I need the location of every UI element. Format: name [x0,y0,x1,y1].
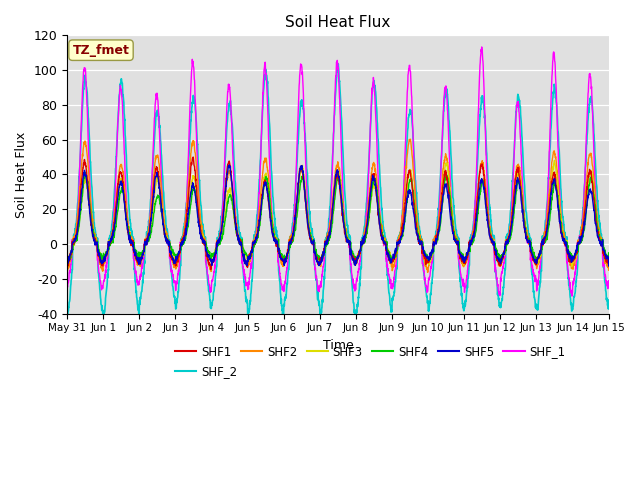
SHF4 [63,256,71,262]
SHF3 [605,257,612,263]
SHF2 [496,261,504,266]
SHF2 [424,269,431,275]
Line: SHF3: SHF3 [67,160,609,266]
SHF4 [557,223,565,228]
SHF5 [214,238,222,244]
SHF1 [189,154,197,160]
SHF_1 [572,259,580,264]
SHF_1 [214,240,222,245]
SHF2 [557,216,565,222]
Title: Soil Heat Flux: Soil Heat Flux [285,15,390,30]
SHF1 [207,266,214,272]
SHF_1 [63,285,71,291]
SHF3 [495,256,503,262]
Line: SHF4: SHF4 [67,173,609,262]
SHF4 [365,210,373,216]
SHF_1 [495,290,503,296]
SHF3 [63,258,71,264]
SHF4 [572,251,580,256]
Line: SHF5: SHF5 [67,165,609,266]
SHF5 [605,263,612,269]
SHF1 [354,254,362,260]
SHF3 [365,213,373,218]
SHF1 [366,193,374,199]
SHF2 [406,136,414,142]
Line: SHF_2: SHF_2 [67,64,609,321]
SHF4 [214,243,222,249]
SHF1 [605,257,612,263]
SHF_1 [353,275,361,281]
SHF1 [557,228,565,234]
SHF3 [353,256,361,262]
X-axis label: Time: Time [323,339,353,352]
Line: SHF1: SHF1 [67,157,609,269]
SHF3 [557,218,565,224]
SHF_1 [568,293,576,299]
Line: SHF_1: SHF_1 [67,47,609,296]
Y-axis label: Soil Heat Flux: Soil Heat Flux [15,132,28,217]
SHF4 [424,259,431,265]
SHF2 [63,266,71,272]
SHF_2 [335,61,342,67]
SHF_1 [605,277,612,283]
SHF5 [495,256,503,262]
SHF_2 [605,297,612,303]
Legend: SHF_2: SHF_2 [170,360,242,383]
SHF1 [63,259,71,265]
SHF5 [365,201,373,207]
SHF2 [214,238,222,243]
SHF_2 [354,300,362,306]
SHF_1 [557,213,565,218]
SHF_2 [496,302,504,308]
SHF5 [557,230,565,236]
SHF3 [214,242,222,248]
SHF_1 [478,44,486,50]
SHF_2 [366,141,374,146]
SHF5 [354,255,362,261]
SHF5 [572,248,580,254]
SHF1 [215,237,223,243]
SHF5 [225,162,233,168]
SHF2 [605,267,612,273]
SHF3 [572,252,580,257]
SHF4 [605,250,612,256]
SHF_2 [557,194,565,200]
SHF3 [568,264,575,269]
SHF_2 [63,310,71,315]
SHF5 [63,259,71,265]
Text: TZ_fmet: TZ_fmet [72,44,129,57]
SHF2 [572,253,580,259]
SHF4 [496,253,504,259]
SHF2 [365,194,373,200]
SHF3 [550,157,558,163]
SHF_2 [351,318,359,324]
SHF_2 [572,279,580,285]
SHF4 [81,170,89,176]
SHF2 [353,257,361,263]
SHF1 [496,263,504,268]
SHF4 [354,254,362,260]
SHF_2 [214,235,222,240]
Line: SHF2: SHF2 [67,139,609,272]
SHF1 [572,250,580,256]
SHF_1 [365,157,373,163]
